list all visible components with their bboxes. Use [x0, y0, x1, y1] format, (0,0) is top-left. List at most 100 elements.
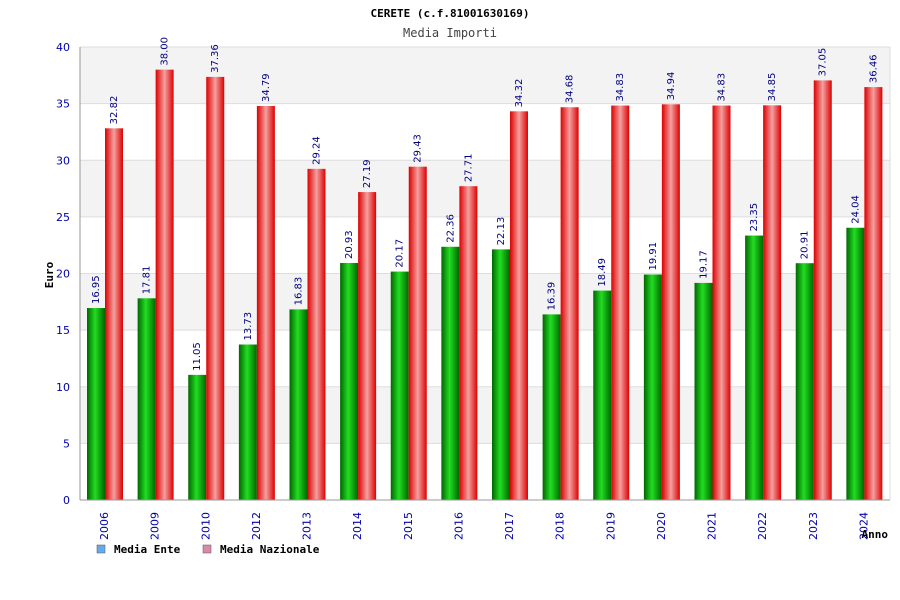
- data-label: 34.83: [615, 73, 626, 102]
- x-tick-label: 2006: [98, 512, 111, 540]
- x-tick-label: 2017: [503, 512, 516, 540]
- x-tick-label: 2015: [402, 512, 415, 540]
- chart-subtitle: Media Importi: [403, 26, 497, 40]
- chart-title: CERETE (c.f.81001630169): [371, 7, 530, 20]
- bar-media-nazionale: [358, 192, 377, 501]
- x-tick-label: 2023: [807, 512, 820, 540]
- y-tick-label: 10: [56, 381, 70, 394]
- x-tick-label: 2018: [554, 512, 567, 540]
- data-label: 19.17: [699, 250, 710, 279]
- bar-media-nazionale: [408, 166, 427, 500]
- y-axis-ticks: 0 5 10 15 20 25 30 35 40: [56, 41, 70, 507]
- bar-media-nazionale: [510, 111, 528, 501]
- data-label: 32.82: [109, 96, 120, 125]
- data-label: 27.71: [463, 154, 474, 183]
- bar-media-ente: [238, 344, 257, 500]
- data-label: 19.91: [648, 242, 659, 271]
- bar-media-ente: [289, 309, 308, 500]
- data-label: 34.79: [261, 73, 272, 102]
- x-tick-label: 2012: [250, 512, 263, 540]
- bar-media-nazionale: [763, 105, 782, 500]
- bar-media-nazionale: [611, 105, 630, 501]
- data-label: 38.00: [160, 37, 171, 66]
- y-tick-label: 30: [56, 154, 70, 167]
- y-tick-label: 0: [63, 494, 70, 507]
- legend-swatch-media-ente: [96, 544, 106, 554]
- data-label: 20.93: [344, 230, 355, 259]
- bar-media-ente: [643, 274, 662, 500]
- x-tick-label: 2016: [452, 512, 465, 540]
- y-tick-label: 35: [56, 98, 70, 111]
- data-label: 27.19: [362, 159, 373, 188]
- data-label: 18.49: [597, 258, 608, 287]
- data-label: 11.05: [192, 342, 203, 371]
- bar-media-ente: [492, 249, 510, 500]
- y-tick-label: 5: [63, 437, 70, 450]
- x-tick-label: 2020: [655, 512, 668, 540]
- x-axis-ticks: 2006 2009 2010 2012 2013 2014 2015 2016 2017 2018…: [98, 512, 870, 540]
- x-tick-label: 2013: [301, 512, 314, 540]
- data-label: 34.32: [514, 79, 525, 108]
- x-tick-label: 2024: [857, 512, 870, 540]
- data-label: 37.36: [210, 44, 221, 73]
- data-label: 29.24: [312, 136, 323, 165]
- x-axis-label: Anno: [862, 528, 889, 541]
- data-label: 34.94: [666, 72, 677, 101]
- bar-media-ente: [694, 282, 713, 500]
- data-label: 22.13: [496, 217, 507, 246]
- bar-media-nazionale: [307, 168, 326, 500]
- data-label: 16.83: [294, 277, 305, 306]
- y-axis-label: Euro: [43, 261, 56, 288]
- bar-media-nazionale: [206, 76, 225, 500]
- bar-media-nazionale: [661, 104, 680, 500]
- bar-media-nazionale: [864, 87, 883, 500]
- bar-media-nazionale: [712, 105, 731, 501]
- data-label: 13.73: [243, 312, 254, 341]
- data-labels: 16.95 32.82 17.81 38.00 11.05 37.36 13.73 34.79…: [91, 37, 879, 371]
- y-tick-label: 15: [56, 324, 70, 337]
- bar-media-ente: [87, 308, 105, 500]
- legend: Media Ente Media Nazionale: [96, 543, 320, 556]
- bar-media-ente: [137, 298, 156, 500]
- y-tick-label: 40: [56, 41, 70, 54]
- x-tick-label: 2019: [604, 512, 617, 540]
- bar-media-ente: [188, 374, 207, 500]
- bar-media-nazionale: [155, 69, 174, 501]
- bar-media-nazionale: [813, 80, 832, 500]
- data-label: 34.85: [767, 73, 778, 102]
- x-tick-label: 2022: [756, 512, 769, 540]
- data-label: 16.95: [91, 275, 102, 304]
- y-tick-label: 25: [56, 211, 70, 224]
- bar-media-nazionale: [256, 106, 275, 501]
- bar-media-ente: [846, 227, 865, 500]
- legend-swatch-media-nazionale: [202, 544, 212, 554]
- bar-media-ente: [390, 271, 409, 500]
- bar-media-ente: [441, 246, 460, 500]
- data-label: 37.05: [818, 48, 829, 77]
- bar-media-nazionale: [560, 107, 579, 501]
- data-label: 34.83: [717, 73, 728, 102]
- x-tick-label: 2021: [706, 512, 719, 540]
- bar-media-ente: [593, 290, 612, 500]
- x-tick-label: 2009: [149, 512, 162, 540]
- data-label: 20.91: [800, 231, 811, 260]
- data-label: 22.36: [445, 214, 456, 243]
- data-label: 24.04: [850, 195, 861, 224]
- bar-media-ente: [795, 263, 814, 500]
- data-label: 36.46: [868, 54, 879, 83]
- x-tick-label: 2014: [351, 512, 364, 540]
- bars: [87, 69, 883, 501]
- bar-media-nazionale: [105, 128, 123, 500]
- data-label: 23.35: [749, 203, 760, 232]
- data-label: 34.68: [565, 75, 576, 104]
- legend-label-media-nazionale: Media Nazionale: [220, 543, 320, 556]
- x-tick-label: 2010: [199, 512, 212, 540]
- bar-media-ente: [542, 314, 561, 500]
- data-label: 16.39: [547, 282, 558, 311]
- bar-media-nazionale: [459, 186, 478, 500]
- legend-label-media-ente: Media Ente: [114, 543, 181, 556]
- bar-media-ente: [340, 262, 359, 500]
- data-label: 17.81: [142, 266, 153, 295]
- y-tick-label: 20: [56, 268, 70, 281]
